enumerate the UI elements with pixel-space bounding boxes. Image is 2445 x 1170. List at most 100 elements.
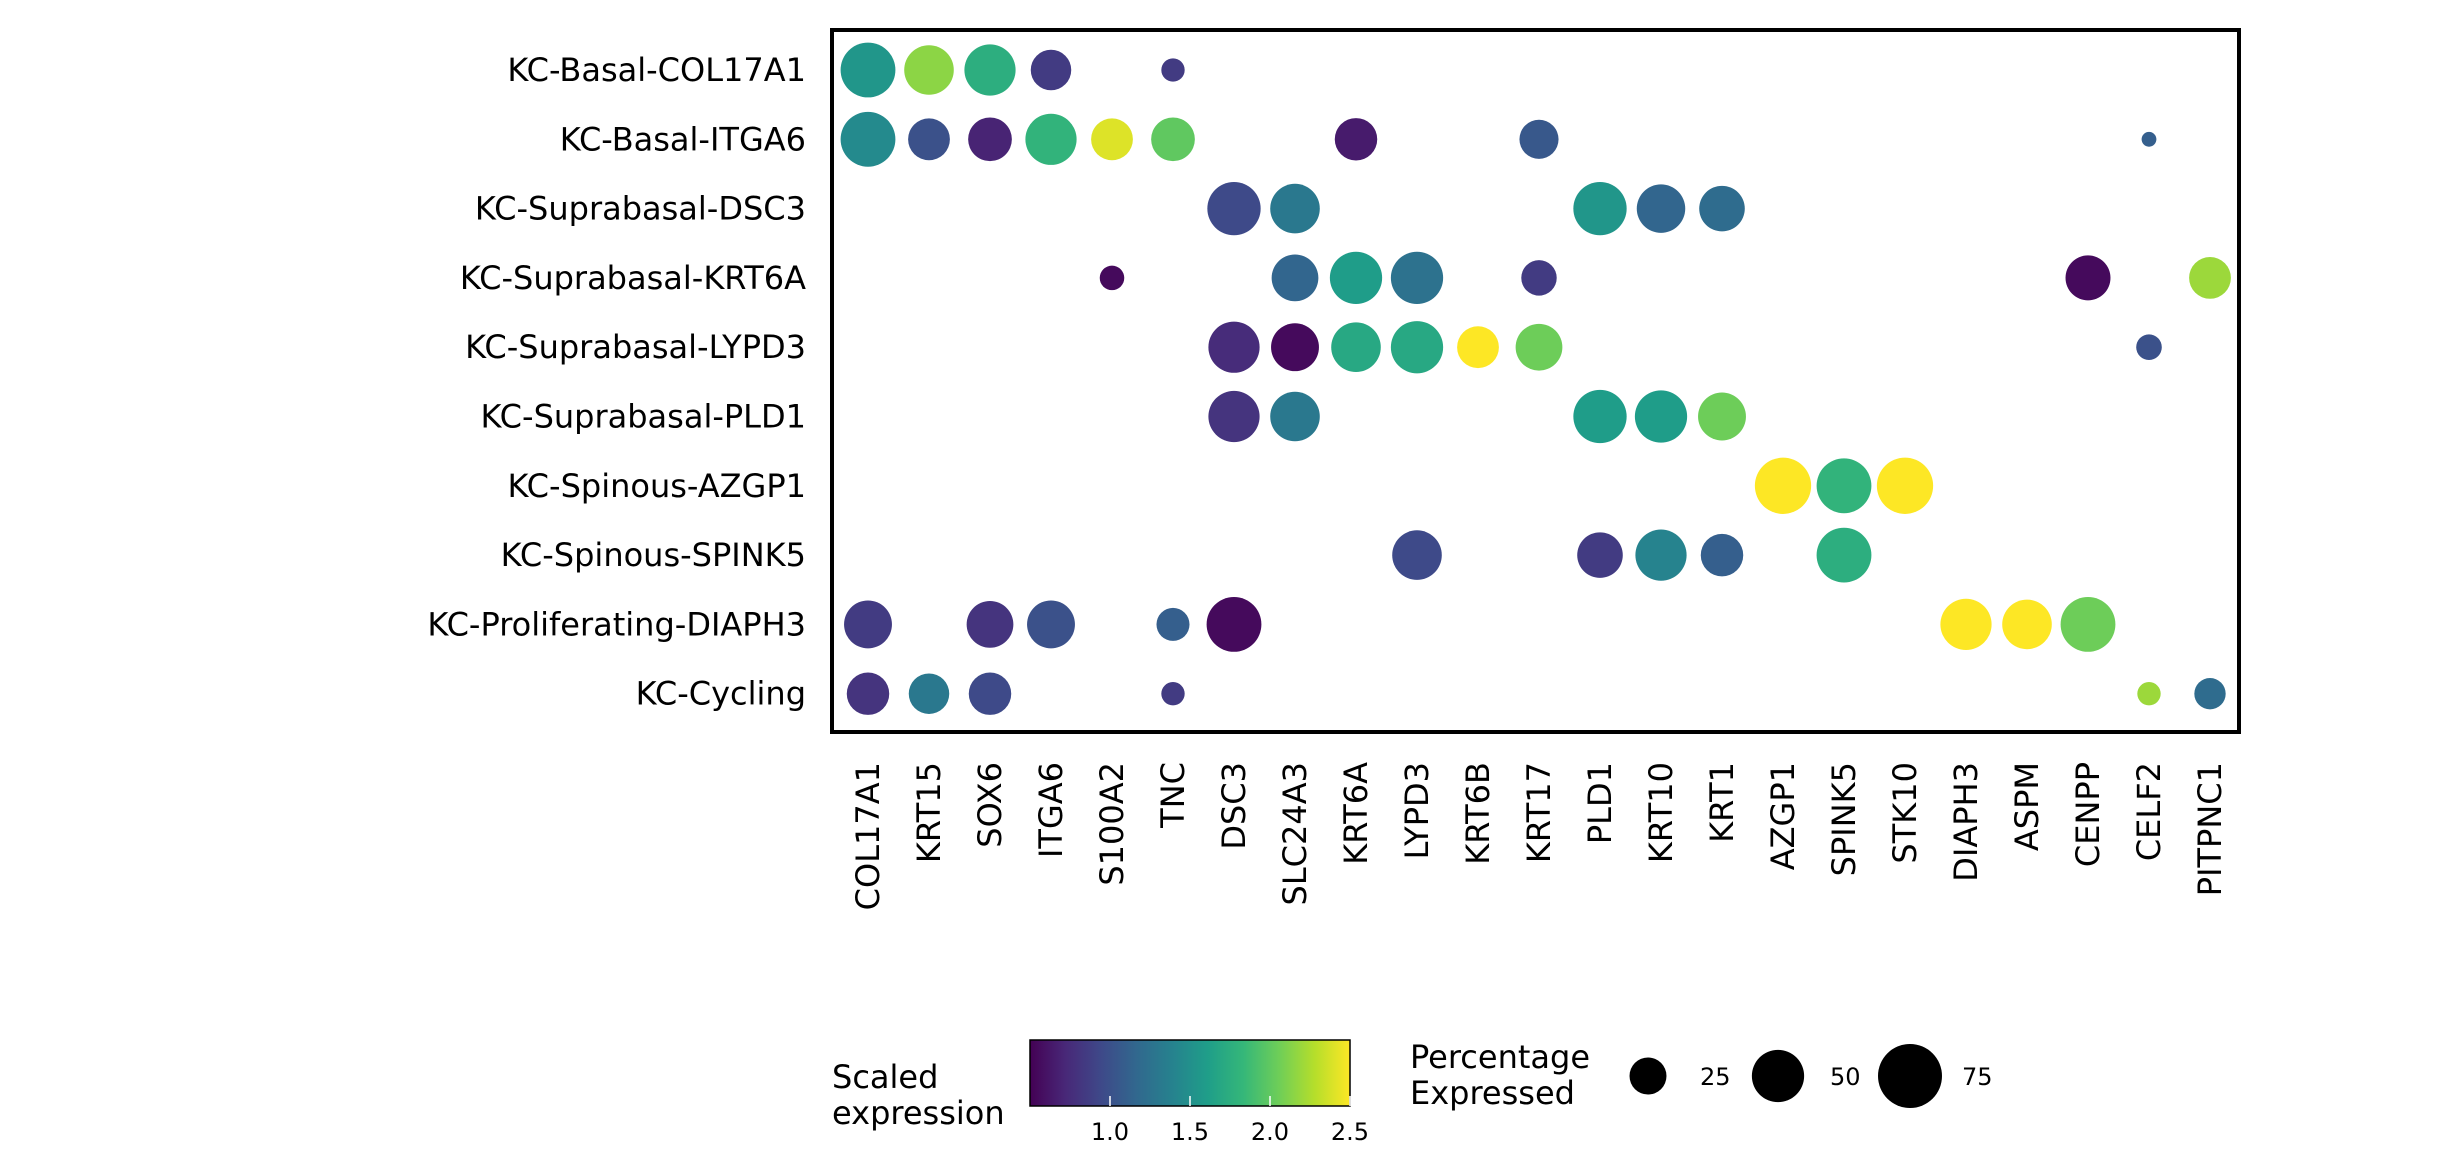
dot-kc-suprabasal-pld1-pld1: [1573, 389, 1627, 444]
size-legend-title-line2: Expressed: [1410, 1074, 1575, 1112]
dot-kc-basal-itga6-krt15: [908, 118, 950, 161]
color-legend-ticks: 1.0 1.5 2.0 2.5: [1091, 1096, 1369, 1146]
dot-kc-suprabasal-lypd3-celf2: [2136, 334, 2162, 361]
dot-kc-basal-itga6-sox6: [968, 117, 1012, 162]
x-tick-label: KRT15: [910, 762, 948, 863]
dot-kc-cycling-krt15: [908, 673, 950, 714]
dot-kc-suprabasal-pld1-krt10: [1634, 390, 1688, 443]
dot-kc-suprabasal-lypd3-krt6b: [1457, 326, 1499, 369]
x-tick-label: KRT6B: [1459, 762, 1497, 865]
color-tick-label: 2.5: [1331, 1118, 1369, 1146]
x-tick-label: SPINK5: [1825, 762, 1863, 876]
dot-kc-spinous-azgp1-spink5: [1816, 458, 1872, 514]
y-tick-label: KC-Suprabasal-LYPD3: [465, 328, 806, 366]
size-legend-title-line1: Percentage: [1410, 1038, 1590, 1076]
dot-kc-proliferating-diaph3-dsc3: [1206, 597, 1262, 652]
x-tick-label: COL17A1: [849, 762, 887, 910]
dot-kc-spinous-spink5-pld1: [1577, 532, 1623, 578]
dot-kc-suprabasal-pld1-dsc3: [1208, 390, 1260, 443]
dot-kc-basal-col17a1-col17a1: [840, 42, 896, 98]
y-tick-label: KC-Suprabasal-DSC3: [475, 190, 806, 228]
dot-kc-suprabasal-lypd3-dsc3: [1208, 321, 1260, 373]
color-legend-title-line2: expression: [832, 1094, 1005, 1132]
y-tick-label: KC-Spinous-AZGP1: [507, 467, 806, 505]
x-tick-label: SOX6: [971, 762, 1009, 848]
dot-kc-spinous-azgp1-stk10: [1876, 457, 1934, 514]
x-tick-label: AZGP1: [1764, 762, 1802, 870]
y-tick-label: KC-Suprabasal-PLD1: [480, 398, 806, 436]
dot-kc-suprabasal-dsc3-pld1: [1573, 181, 1627, 236]
plot-frame: [830, 28, 2241, 734]
color-legend-title-line1: Scaled: [832, 1058, 938, 1096]
x-tick-label: PITPNC1: [2191, 762, 2229, 896]
size-legend-label: 50: [1830, 1063, 1861, 1091]
x-tick-label: DSC3: [1215, 762, 1253, 850]
dot-kc-suprabasal-pld1-slc24a3: [1270, 391, 1320, 442]
dot-kc-suprabasal-krt6a-krt17: [1521, 260, 1557, 296]
x-tick-label: TNC: [1154, 762, 1192, 829]
dot-kc-suprabasal-krt6a-krt6a: [1329, 251, 1383, 305]
dot-kc-basal-col17a1-krt15: [904, 45, 954, 95]
x-tick-label: CENPP: [2069, 762, 2107, 867]
size-legend-label: 75: [1962, 1063, 1993, 1091]
x-tick-label: KRT6A: [1337, 762, 1375, 865]
color-tick-label: 1.5: [1171, 1118, 1209, 1146]
dot-kc-basal-itga6-col17a1: [840, 111, 896, 167]
dot-kc-suprabasal-krt6a-lypd3: [1390, 251, 1444, 305]
dot-kc-proliferating-diaph3-col17a1: [844, 600, 892, 649]
y-tick-label: KC-Cycling: [636, 675, 806, 713]
x-tick-label: KRT1: [1703, 762, 1741, 843]
dot-kc-spinous-spink5-krt1: [1700, 533, 1744, 577]
x-tick-label: CELF2: [2130, 762, 2168, 861]
dot-kc-suprabasal-lypd3-krt6a: [1331, 322, 1381, 372]
x-tick-label: SLC24A3: [1276, 762, 1314, 905]
dot-kc-suprabasal-krt6a-cenpp: [2065, 255, 2111, 301]
size-legend-label: 25: [1700, 1063, 1731, 1091]
dot-kc-basal-itga6-tnc: [1151, 117, 1195, 162]
dot-kc-cycling-celf2: [2137, 682, 2161, 706]
dot-kc-suprabasal-dsc3-krt1: [1699, 185, 1745, 232]
dot-kc-basal-col17a1-itga6: [1030, 49, 1072, 91]
x-tick-label: PLD1: [1581, 762, 1619, 844]
dot-kc-suprabasal-lypd3-lypd3: [1390, 321, 1444, 374]
dot-kc-proliferating-diaph3-aspm: [2002, 599, 2052, 650]
dot-kc-suprabasal-krt6a-pitpnc1: [2189, 257, 2231, 299]
dot-kc-spinous-spink5-krt10: [1635, 529, 1687, 581]
y-tick-label: KC-Basal-COL17A1: [507, 51, 806, 89]
dot-kc-basal-itga6-s100a2: [1091, 118, 1133, 161]
y-tick-label: KC-Spinous-SPINK5: [501, 536, 806, 574]
dot-kc-proliferating-diaph3-tnc: [1156, 607, 1190, 641]
color-tick-label: 1.0: [1091, 1118, 1129, 1146]
dot-kc-basal-itga6-krt6a: [1334, 118, 1378, 161]
dot-kc-suprabasal-dsc3-dsc3: [1207, 181, 1261, 236]
size-legend-dot: [1751, 1049, 1805, 1103]
dot-kc-suprabasal-pld1-krt1: [1698, 392, 1746, 441]
x-tick-label: KRT17: [1520, 762, 1558, 863]
dot-kc-basal-col17a1-tnc: [1161, 58, 1185, 82]
dot-kc-suprabasal-krt6a-slc24a3: [1271, 254, 1319, 302]
dot-kc-spinous-spink5-lypd3: [1392, 530, 1442, 580]
dot-kc-basal-itga6-krt17: [1519, 119, 1559, 159]
x-tick-label: KRT10: [1642, 762, 1680, 863]
x-tick-label: S100A2: [1093, 762, 1131, 886]
dot-kc-basal-itga6-itga6: [1025, 113, 1077, 165]
dot-kc-suprabasal-krt6a-s100a2: [1099, 265, 1125, 291]
dot-kc-suprabasal-dsc3-slc24a3: [1270, 183, 1320, 234]
dots-layer: [840, 42, 2231, 715]
dot-kc-cycling-tnc: [1161, 682, 1185, 706]
size-legend: Percentage Expressed 25 50 75: [1410, 1038, 1993, 1112]
size-legend-dot: [1629, 1057, 1667, 1095]
x-tick-label: ASPM: [2008, 762, 2046, 851]
dot-kc-spinous-spink5-spink5: [1816, 527, 1872, 583]
y-tick-label: KC-Suprabasal-KRT6A: [460, 259, 806, 297]
size-legend-items: 25 50 75: [1629, 1044, 1993, 1108]
color-tick-label: 2.0: [1251, 1118, 1289, 1146]
size-legend-dot: [1878, 1044, 1942, 1108]
dot-kc-proliferating-diaph3-itga6: [1027, 600, 1075, 649]
dot-kc-basal-itga6-celf2: [2141, 131, 2157, 147]
dot-kc-suprabasal-dsc3-krt10: [1636, 184, 1686, 233]
y-tick-label: KC-Proliferating-DIAPH3: [427, 605, 806, 643]
dot-kc-suprabasal-lypd3-slc24a3: [1271, 323, 1319, 372]
x-tick-label: STK10: [1886, 762, 1924, 864]
